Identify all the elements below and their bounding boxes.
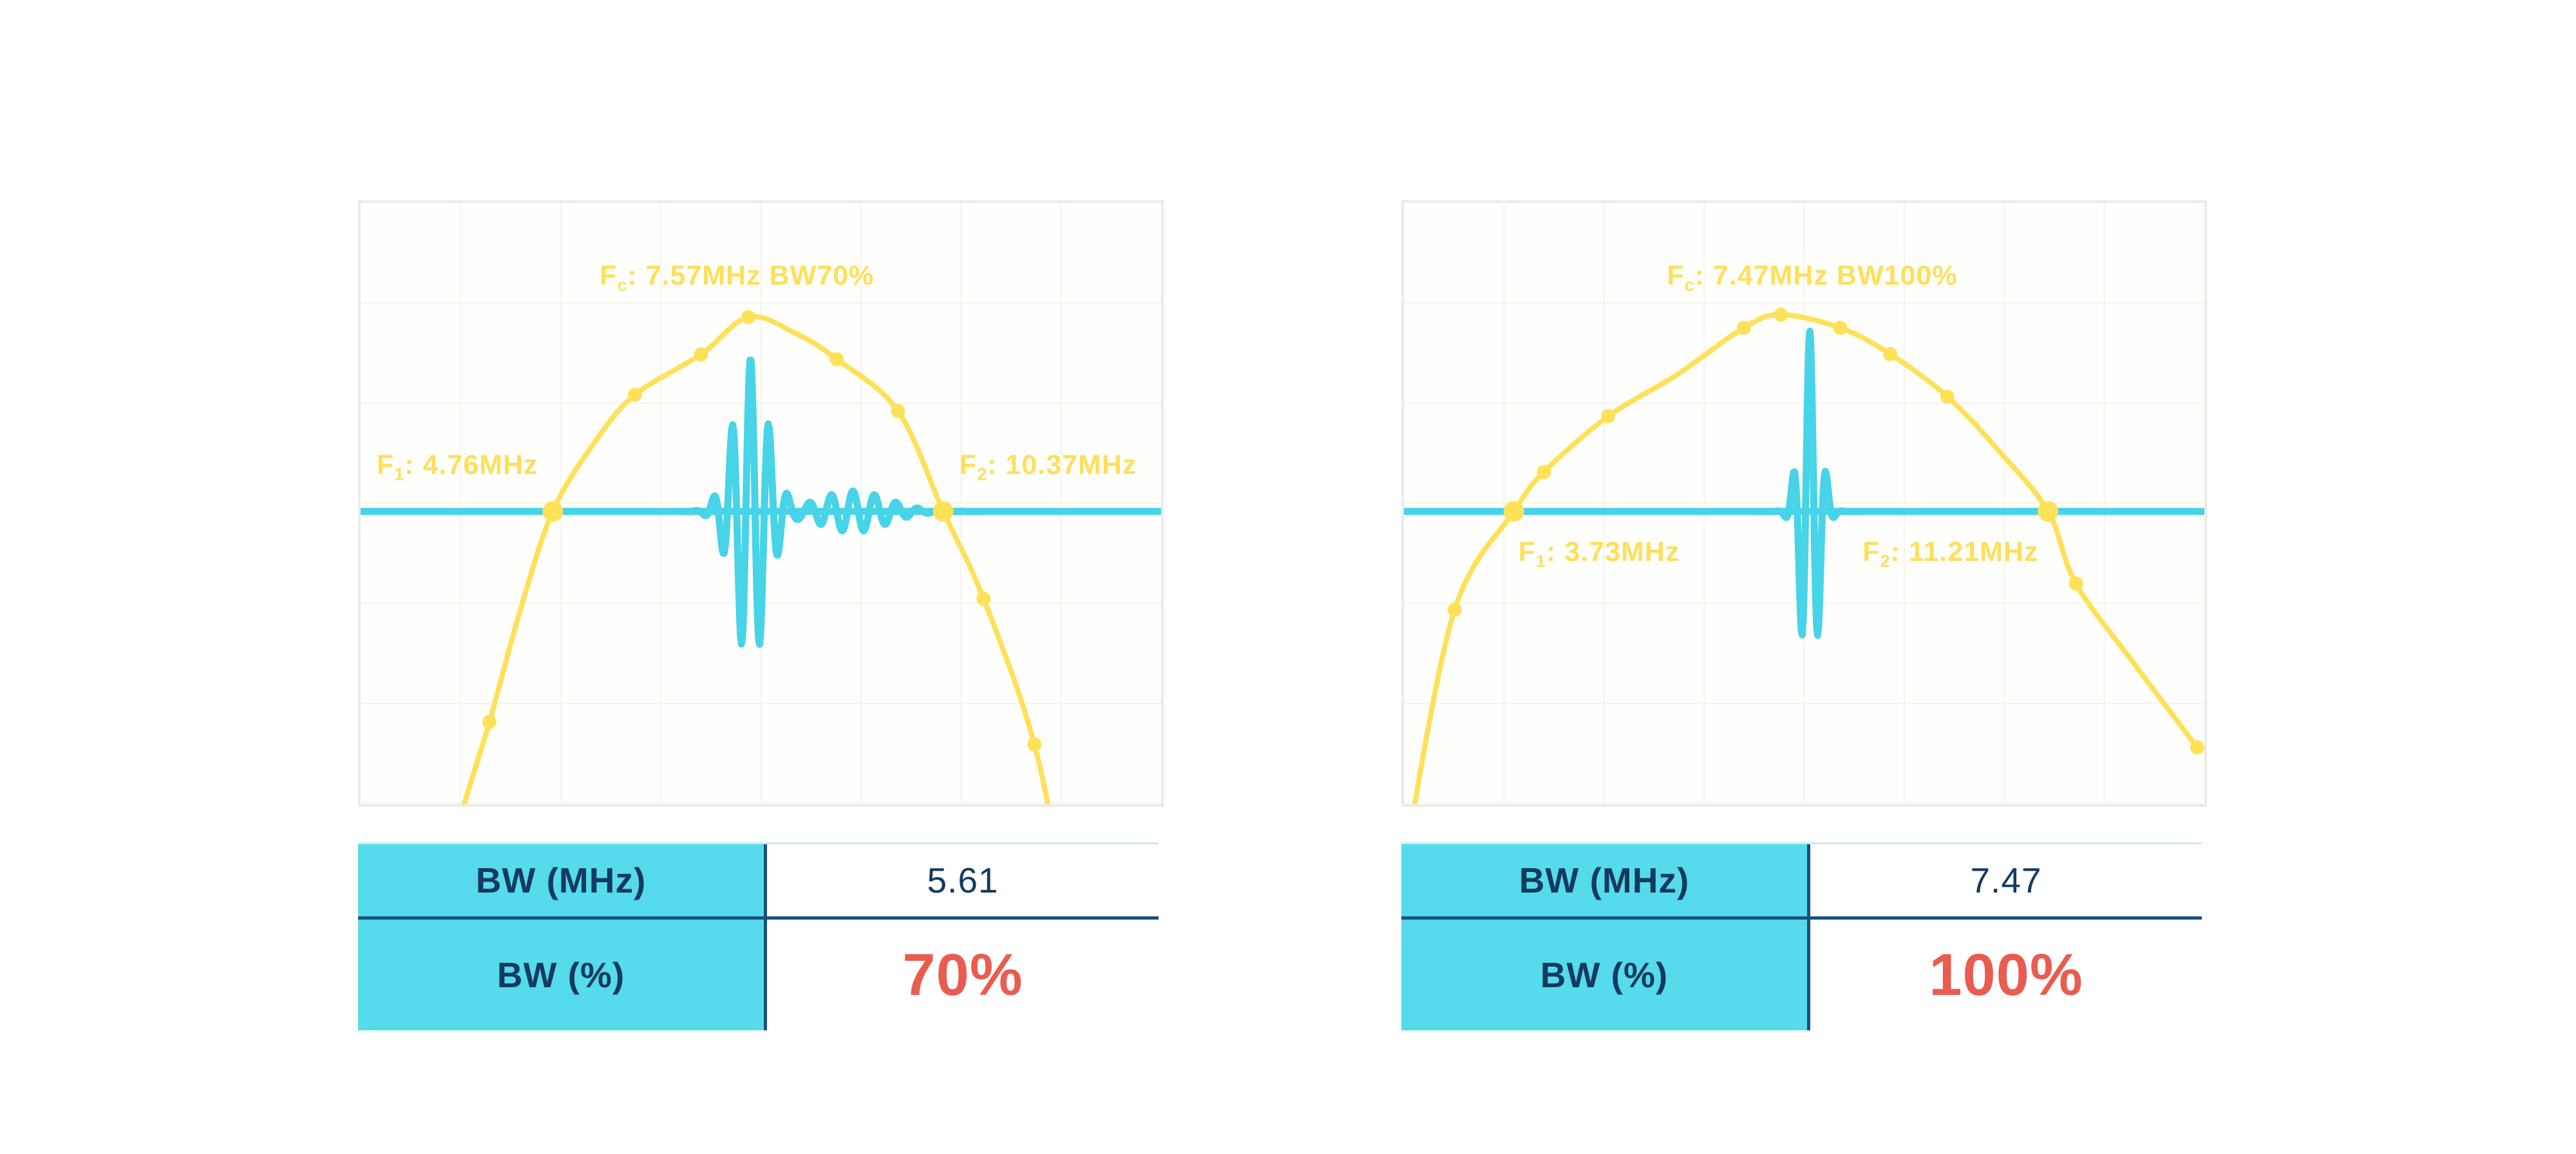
spectrum-plot-bw100 <box>1404 203 2204 804</box>
chart-panel-bw100: Fc: 7.47MHz BW100% F1: 3.73MHz F2: 11.21… <box>1401 200 2207 807</box>
bw-mhz-value: 5.61 <box>927 860 999 900</box>
bw-pct-value: 70% <box>902 941 1023 1008</box>
table-row: BW (MHz) 7.47 <box>1401 844 2202 920</box>
bw-pct-value: 100% <box>1929 941 2083 1008</box>
bw-mhz-value: 7.47 <box>1970 860 2042 900</box>
bw-mhz-label: BW (MHz) <box>358 844 767 916</box>
table-row: BW (MHz) 5.61 <box>358 844 1159 920</box>
table-row: BW (%) 100% <box>1401 920 2202 1030</box>
bw-table-left: BW (MHz) 5.61 BW (%) 70% <box>358 842 1159 1030</box>
bw-pct-label: BW (%) <box>1401 920 1810 1030</box>
table-row: BW (%) 70% <box>358 920 1159 1030</box>
spectrum-plot-bw70 <box>361 203 1161 804</box>
table-top-divider <box>358 842 1159 844</box>
bw-pct-label: BW (%) <box>358 920 767 1030</box>
bw-mhz-label: BW (MHz) <box>1401 844 1810 916</box>
table-top-divider <box>1401 842 2202 844</box>
bw-table-right: BW (MHz) 7.47 BW (%) 100% <box>1401 842 2202 1030</box>
chart-panel-bw70: Fc: 7.57MHz BW70% F1: 4.76MHz F2: 10.37M… <box>358 200 1164 807</box>
